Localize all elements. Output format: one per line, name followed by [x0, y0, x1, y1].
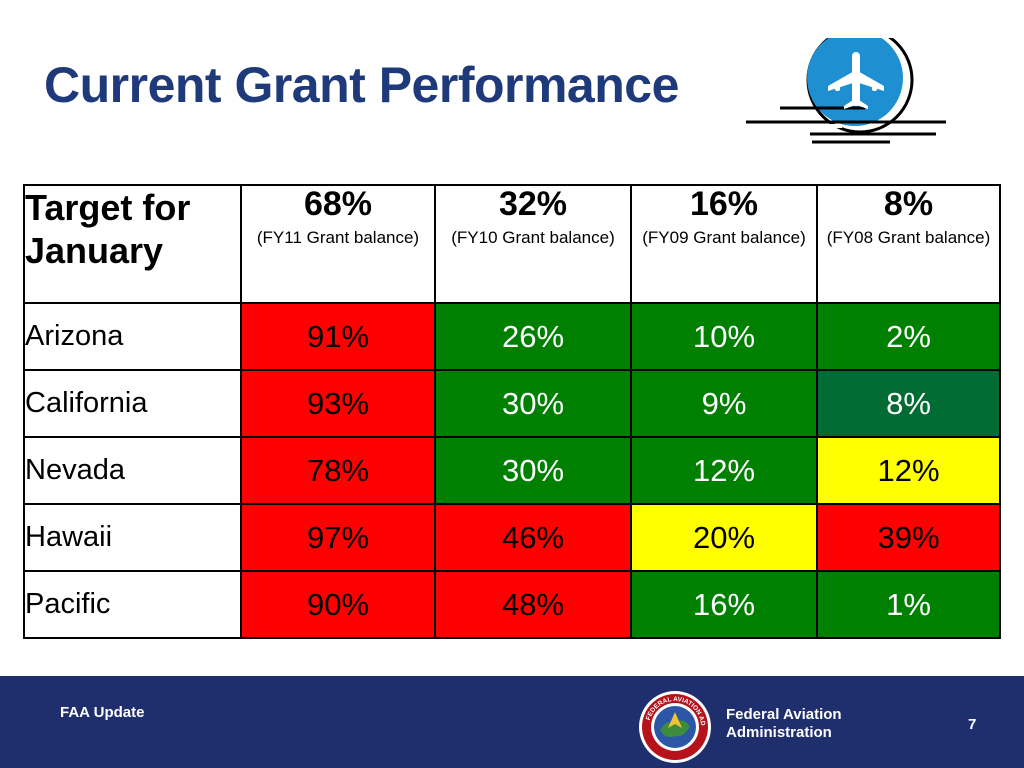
value-cell: 1% — [816, 570, 1001, 639]
table-row-pacific: Pacific 90% 48% 16% 1% — [23, 570, 1001, 639]
region-label: California — [23, 369, 242, 438]
value-cell: 8% — [816, 369, 1001, 438]
value-cell: 97% — [240, 503, 436, 572]
value-cell: 30% — [434, 436, 632, 505]
table-row-california: California 93% 30% 9% 8% — [23, 369, 1001, 438]
agency-line-1: Federal Aviation — [726, 706, 842, 723]
target-corner-cell: Target for January — [23, 184, 242, 304]
page-number: 7 — [968, 716, 977, 733]
value-cell: 16% — [630, 570, 818, 639]
slide-footer: FAA Update FEDERAL AVIATION ADMINISTRATI… — [0, 676, 1024, 768]
value-cell: 12% — [630, 436, 818, 505]
table-row-nevada: Nevada 78% 30% 12% 12% — [23, 436, 1001, 505]
target-note: (FY11 Grant balance) — [256, 228, 420, 248]
target-for-january-label: Target for January — [25, 187, 191, 272]
target-percent: 16% — [689, 185, 759, 223]
agency-line-2: Administration — [726, 723, 832, 741]
value-cell: 10% — [630, 302, 818, 371]
airplane-logo-icon — [746, 38, 946, 144]
target-note: (FY08 Grant balance) — [826, 228, 991, 248]
footer-label: FAA Update — [60, 704, 145, 721]
value-cell: 48% — [434, 570, 632, 639]
target-header-fy09: 16% (FY09 Grant balance) — [630, 184, 818, 304]
target-header-fy08: 8% (FY08 Grant balance) — [816, 184, 1001, 304]
value-cell: 20% — [630, 503, 818, 572]
value-cell: 90% — [240, 570, 436, 639]
slide-title: Current Grant Performance — [44, 57, 679, 113]
target-note: (FY09 Grant balance) — [642, 228, 806, 248]
target-percent: 32% — [498, 185, 568, 223]
target-header-fy11: 68% (FY11 Grant balance) — [240, 184, 436, 304]
region-label: Pacific — [23, 570, 242, 639]
region-label: Arizona — [23, 302, 242, 371]
table-header-row: Target for January 68% (FY11 Grant balan… — [23, 184, 1001, 304]
value-cell: 46% — [434, 503, 632, 572]
value-cell: 93% — [240, 369, 436, 438]
region-label: Nevada — [23, 436, 242, 505]
value-cell: 91% — [240, 302, 436, 371]
table-row-arizona: Arizona 91% 26% 10% 2% — [23, 302, 1001, 371]
value-cell: 12% — [816, 436, 1001, 505]
value-cell: 26% — [434, 302, 632, 371]
value-cell: 2% — [816, 302, 1001, 371]
target-percent: 8% — [883, 185, 934, 223]
value-cell: 30% — [434, 369, 632, 438]
value-cell: 9% — [630, 369, 818, 438]
agency-name: Federal Aviation Administration — [726, 706, 842, 741]
target-percent: 68% — [303, 185, 373, 223]
value-cell: 39% — [816, 503, 1001, 572]
target-header-fy10: 32% (FY10 Grant balance) — [434, 184, 632, 304]
faa-seal-icon: FEDERAL AVIATION ADMINISTRATION — [638, 690, 711, 763]
value-cell: 78% — [240, 436, 436, 505]
region-label: Hawaii — [23, 503, 242, 572]
target-note: (FY10 Grant balance) — [451, 228, 615, 248]
table-row-hawaii: Hawaii 97% 46% 20% 39% — [23, 503, 1001, 572]
grant-performance-table: Target for January 68% (FY11 Grant balan… — [23, 184, 1001, 639]
